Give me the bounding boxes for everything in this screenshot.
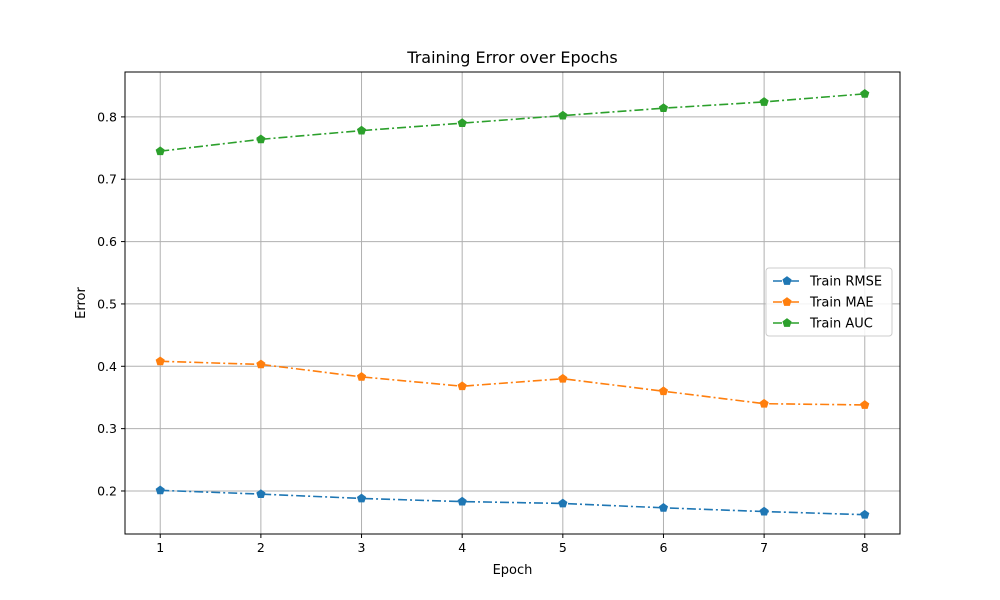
series-train-mae bbox=[155, 356, 870, 409]
y-tick-label: 0.3 bbox=[97, 421, 117, 436]
legend: Train RMSE Train MAE Train AUC bbox=[765, 267, 893, 337]
y-axis-label: Error bbox=[74, 287, 89, 319]
y-tick-label: 0.7 bbox=[97, 172, 117, 187]
series-line-train-rmse bbox=[160, 489, 865, 516]
legend-item-train-auc: Train AUC bbox=[773, 317, 873, 332]
data-point-train-auc bbox=[759, 97, 769, 106]
chart-title: Training Error over Epochs bbox=[406, 48, 617, 67]
plot-frame bbox=[124, 71, 901, 535]
y-tick-label: 0.2 bbox=[97, 483, 117, 498]
legend-swatch-marker bbox=[782, 318, 792, 327]
x-tick-label: 6 bbox=[659, 540, 667, 555]
series-line-train-auc bbox=[160, 93, 865, 152]
series-lines bbox=[155, 89, 870, 519]
data-point-train-mae bbox=[860, 400, 870, 409]
data-point-train-rmse bbox=[860, 509, 870, 519]
data-point-train-rmse bbox=[155, 485, 165, 495]
data-point-train-rmse bbox=[457, 496, 467, 506]
data-point-train-auc bbox=[256, 134, 266, 144]
x-tick-label: 5 bbox=[559, 540, 567, 555]
series-train-auc bbox=[155, 89, 870, 156]
x-tick-label: 1 bbox=[156, 540, 164, 555]
y-tick-label: 0.5 bbox=[97, 296, 117, 311]
y-tick-label: 0.8 bbox=[97, 109, 117, 124]
legend-item-train-rmse: Train RMSE bbox=[773, 275, 882, 290]
y-tick-label: 0.6 bbox=[97, 234, 117, 249]
data-point-train-mae bbox=[658, 386, 669, 396]
data-point-train-auc bbox=[457, 118, 467, 128]
legend-label: Train MAE bbox=[809, 296, 874, 311]
data-point-train-mae bbox=[356, 372, 367, 381]
x-tick-label: 2 bbox=[257, 540, 265, 555]
data-point-train-rmse bbox=[558, 498, 568, 508]
legend-swatch-marker bbox=[782, 276, 792, 285]
legend-label: Train RMSE bbox=[809, 275, 882, 290]
legend-label: Train AUC bbox=[809, 317, 873, 332]
data-point-train-rmse bbox=[256, 489, 266, 498]
data-point-train-auc bbox=[860, 89, 870, 98]
legend-box bbox=[765, 267, 893, 337]
y-tick-label: 0.4 bbox=[97, 359, 117, 374]
x-tick-label: 8 bbox=[861, 540, 869, 555]
legend-swatch-marker bbox=[782, 297, 792, 306]
series-line-train-mae bbox=[160, 360, 865, 406]
data-point-train-mae bbox=[155, 356, 165, 366]
grid-lines bbox=[125, 72, 900, 534]
data-point-train-mae bbox=[457, 381, 467, 391]
data-point-train-mae bbox=[256, 359, 266, 369]
data-point-train-rmse bbox=[759, 506, 769, 516]
data-point-train-mae bbox=[759, 398, 769, 408]
data-point-train-auc bbox=[356, 125, 367, 135]
data-point-train-auc bbox=[658, 103, 669, 113]
x-tick-label: 7 bbox=[760, 540, 768, 555]
x-tick-label: 4 bbox=[458, 540, 466, 555]
axis-ticks: 1 2 3 4 5 6 7 8 0.2 0.3 0.4 0.5 0.6 0.7 0.8 bbox=[97, 109, 869, 555]
legend-item-train-mae: Train MAE bbox=[773, 296, 874, 311]
data-point-train-rmse bbox=[356, 493, 367, 503]
data-point-train-mae bbox=[558, 373, 568, 383]
x-axis-label: Epoch bbox=[493, 563, 533, 578]
data-point-train-auc bbox=[155, 146, 165, 156]
data-point-train-rmse bbox=[658, 502, 669, 512]
x-tick-label: 3 bbox=[358, 540, 366, 555]
data-point-train-auc bbox=[558, 110, 568, 120]
series-train-rmse bbox=[155, 485, 870, 519]
